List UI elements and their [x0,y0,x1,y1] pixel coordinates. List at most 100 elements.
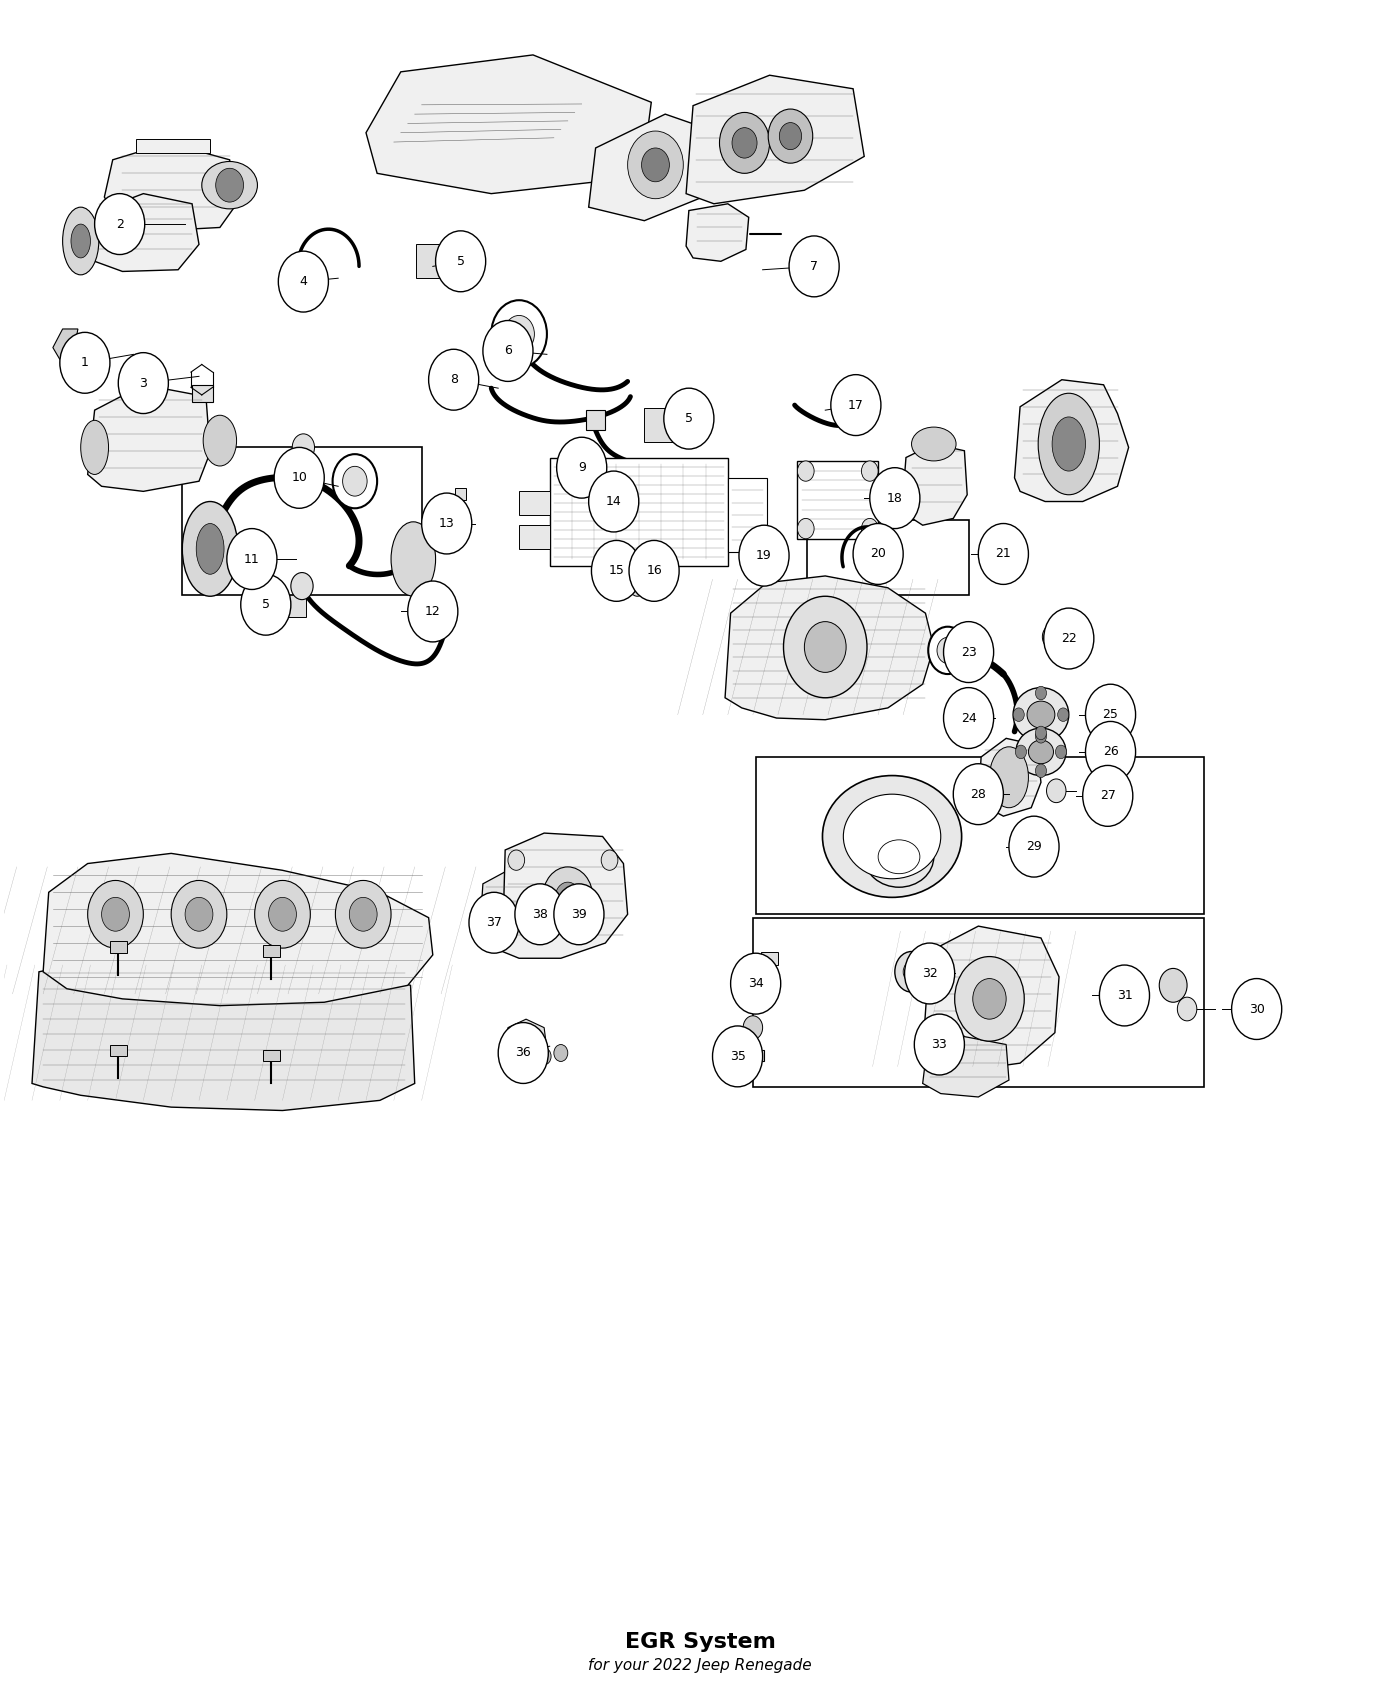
Circle shape [743,1017,763,1039]
Circle shape [1085,721,1135,782]
Circle shape [1177,998,1197,1022]
Circle shape [483,321,533,381]
Circle shape [769,109,813,163]
Text: 13: 13 [438,517,455,530]
Circle shape [713,1025,763,1086]
Circle shape [739,525,790,586]
Text: for your 2022 Jeep Renegade: for your 2022 Jeep Renegade [588,1658,812,1673]
Polygon shape [88,384,210,491]
Circle shape [790,236,839,298]
Circle shape [407,581,458,643]
Text: 36: 36 [515,1047,531,1059]
Text: 10: 10 [291,471,307,484]
Circle shape [780,122,802,150]
Text: 23: 23 [960,646,976,658]
Ellipse shape [202,162,258,209]
Circle shape [1036,763,1047,777]
Circle shape [515,884,566,945]
Circle shape [928,627,967,675]
Circle shape [241,575,291,636]
Ellipse shape [71,224,91,258]
Circle shape [629,576,645,597]
Circle shape [1057,707,1068,721]
Text: 5: 5 [262,598,270,612]
Bar [613,554,630,568]
Circle shape [102,898,129,932]
Circle shape [428,348,479,410]
Circle shape [333,454,377,508]
Circle shape [588,471,638,532]
Circle shape [216,168,244,202]
Text: 39: 39 [571,908,587,921]
Circle shape [274,447,325,508]
Circle shape [293,434,315,461]
Circle shape [185,898,213,932]
Text: 27: 27 [1100,789,1116,802]
Ellipse shape [864,826,934,887]
Circle shape [914,1015,965,1074]
Text: 32: 32 [921,967,938,979]
Circle shape [95,194,144,255]
Circle shape [538,1047,552,1064]
Bar [263,945,280,957]
Circle shape [979,524,1029,585]
Text: 20: 20 [871,547,886,561]
Ellipse shape [203,415,237,466]
Circle shape [731,954,781,1015]
Circle shape [118,352,168,413]
Ellipse shape [1028,700,1054,728]
Text: 3: 3 [140,377,147,389]
Circle shape [1047,779,1065,802]
Ellipse shape [63,207,99,275]
Circle shape [556,882,581,913]
Text: 30: 30 [1249,1003,1264,1015]
Polygon shape [923,1035,1009,1096]
Circle shape [955,957,1025,1040]
Circle shape [469,892,519,954]
Circle shape [757,537,777,561]
Ellipse shape [1014,687,1068,741]
Circle shape [720,112,770,173]
Ellipse shape [1016,728,1065,775]
Polygon shape [1015,379,1128,502]
Polygon shape [979,738,1042,816]
Circle shape [784,597,867,697]
Circle shape [1099,966,1149,1025]
Circle shape [1044,609,1093,670]
Bar [263,1049,280,1061]
Circle shape [869,468,920,529]
Text: 37: 37 [486,916,503,930]
Circle shape [627,131,683,199]
Circle shape [903,962,920,983]
Polygon shape [725,576,934,719]
Text: 16: 16 [647,564,662,578]
Text: 18: 18 [886,491,903,505]
Circle shape [255,881,311,949]
Circle shape [601,850,617,870]
Polygon shape [53,330,78,359]
Text: 19: 19 [756,549,771,563]
Text: 6: 6 [504,345,512,357]
Text: 29: 29 [1026,840,1042,853]
Circle shape [1036,726,1047,740]
Circle shape [937,638,959,663]
Polygon shape [88,194,199,272]
Bar [753,918,1204,1086]
Text: 35: 35 [729,1051,746,1062]
Bar [192,384,213,401]
Circle shape [861,518,878,539]
Text: 7: 7 [811,260,818,274]
Circle shape [543,867,592,928]
Text: 21: 21 [995,547,1011,561]
Circle shape [421,493,472,554]
Circle shape [336,881,391,949]
Circle shape [853,524,903,585]
Circle shape [557,437,606,498]
Ellipse shape [81,420,109,474]
Text: 26: 26 [1103,745,1119,758]
Ellipse shape [1029,740,1053,763]
Circle shape [554,884,603,945]
Text: 4: 4 [300,275,308,287]
Circle shape [1085,683,1135,745]
Circle shape [641,148,669,182]
